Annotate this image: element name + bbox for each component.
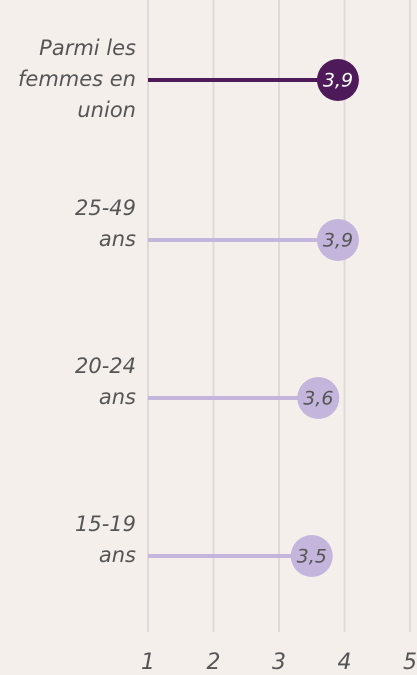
lollipop-dot <box>290 535 333 577</box>
category-label: 20-24 ans <box>74 354 136 409</box>
x-tick-label: 4 <box>338 650 352 675</box>
category-label: 15-19 ans <box>74 512 136 567</box>
x-tick-label: 1 <box>141 650 155 675</box>
x-tick-label: 2 <box>207 650 221 675</box>
category-label: Parmi les femmes en union <box>18 36 136 122</box>
category-label: 25-49 ans <box>74 196 136 251</box>
x-tick-label: 5 <box>403 650 417 675</box>
lollipop-dot <box>297 377 340 419</box>
value-label: 3,9 <box>323 230 353 252</box>
lollipop-dot <box>316 59 359 101</box>
x-tick-label: 3 <box>272 650 286 675</box>
value-label: 3,9 <box>323 70 353 92</box>
value-label: 3,5 <box>297 546 327 568</box>
lollipop-dot <box>316 219 359 261</box>
value-label: 3,6 <box>303 388 333 410</box>
